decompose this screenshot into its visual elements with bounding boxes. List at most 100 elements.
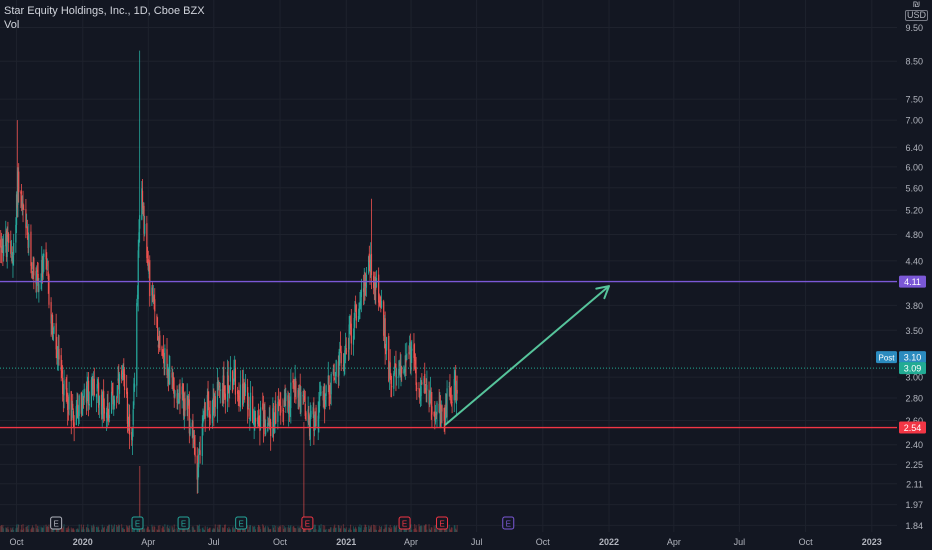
candle-body (57, 346, 59, 359)
candle-body (126, 391, 129, 424)
candle-body (410, 346, 412, 371)
volume-bar (234, 528, 236, 532)
volume-bar (418, 524, 420, 532)
candle-body (8, 233, 10, 243)
candle-body (35, 271, 37, 284)
earnings-marker[interactable]: E (398, 516, 411, 530)
candle-body (247, 387, 249, 410)
horizontal-levels[interactable] (0, 280, 897, 429)
volume-bar (287, 527, 289, 532)
candle-body (158, 337, 160, 345)
volume-bar (324, 525, 326, 532)
candle-body (267, 423, 270, 425)
indicator-label[interactable]: Vol (4, 19, 20, 31)
candle-body (421, 382, 423, 384)
candle-body (116, 385, 118, 399)
level-price-tag-text: 4.11 (904, 277, 921, 287)
price-axis[interactable]: 9.50 8.50 7.50 7.00 6.40 6.00 5.60 5.20 4.80 4.40… (897, 0, 932, 550)
candle-body (283, 411, 285, 413)
trend-arrow-line[interactable] (444, 285, 610, 426)
candle-body (419, 391, 422, 402)
volume-bar (284, 528, 286, 532)
currency-selector[interactable]: ₪ USD (905, 0, 929, 21)
candle-body (258, 421, 260, 424)
volume-bar (172, 527, 174, 532)
candle-body (290, 382, 292, 409)
volume-bar (208, 527, 210, 532)
chart-title[interactable]: Star Equity Holdings, Inc., 1D, Cboe BZX (4, 5, 205, 17)
volume-bar (399, 526, 401, 532)
candle-body (456, 389, 458, 394)
volume-bar (162, 526, 164, 532)
candle-body (95, 394, 98, 398)
earnings-marker[interactable]: E (502, 516, 515, 530)
earnings-marker[interactable]: E (436, 516, 449, 530)
candle-body (142, 207, 144, 214)
volume-bar (221, 527, 223, 532)
volume-bar (21, 529, 23, 532)
volume-bar (187, 528, 189, 532)
candle-body (223, 375, 225, 392)
earnings-marker[interactable]: E (131, 516, 144, 530)
time-axis[interactable]: Oct 2020 Apr Jul Oct 2021 Apr Jul Oct 2022 Apr Jul O… (0, 532, 897, 550)
volume-bar (186, 528, 188, 532)
volume-bar (388, 527, 390, 532)
candle-body (212, 398, 214, 405)
candle-body (303, 393, 305, 398)
volume-bar (338, 525, 340, 532)
candle-body (128, 417, 130, 430)
trend-arrow[interactable] (444, 285, 611, 426)
candle-body (239, 398, 241, 403)
candle-body (26, 226, 28, 235)
volume-bar (451, 527, 453, 532)
volume-bar (77, 529, 79, 532)
volume-bar (5, 527, 7, 532)
candle-body (229, 385, 231, 391)
volume-bar (154, 526, 156, 532)
candle-body (349, 321, 351, 329)
candle-body (257, 416, 260, 426)
candle-body (16, 193, 18, 208)
candle-body (141, 190, 144, 211)
volume-bar (297, 526, 299, 532)
candle-body (292, 380, 294, 383)
candle-body (362, 288, 365, 292)
volume-bar (174, 528, 176, 532)
volume-bar (255, 529, 257, 532)
candle-body (330, 373, 332, 395)
trend-arrow-head[interactable] (595, 285, 611, 300)
candle-body (167, 369, 170, 385)
volume-bar (32, 527, 34, 532)
candle-body (137, 250, 139, 300)
candle-body (254, 417, 257, 422)
candle-body (329, 395, 332, 399)
candle-body (278, 399, 280, 405)
earnings-marker[interactable]: E (50, 516, 63, 530)
candle-body (168, 368, 170, 381)
volume-bar (122, 527, 124, 532)
candle-body (384, 318, 386, 350)
candle-body (238, 395, 240, 400)
volume-bar (71, 529, 73, 532)
candle-body (92, 379, 94, 390)
earnings-marker[interactable]: E (235, 516, 248, 530)
volume-bar (204, 526, 206, 532)
volume-bar (102, 527, 104, 532)
volume-bar (424, 524, 426, 532)
volume-bar (91, 527, 93, 532)
candle-body (313, 422, 316, 431)
candle-body (295, 381, 297, 400)
candle-body (409, 346, 411, 367)
volume-bar (229, 529, 231, 532)
earnings-label: E (238, 520, 243, 529)
candle-body (396, 376, 398, 379)
earnings-marker[interactable]: E (177, 516, 190, 530)
candle-body (343, 363, 345, 366)
volume-bar (335, 527, 337, 532)
volume-bar (435, 529, 437, 532)
earnings-marker[interactable]: E (301, 516, 314, 530)
post-market-tag: Post 3.10 (876, 351, 926, 364)
candle-body (209, 414, 211, 419)
